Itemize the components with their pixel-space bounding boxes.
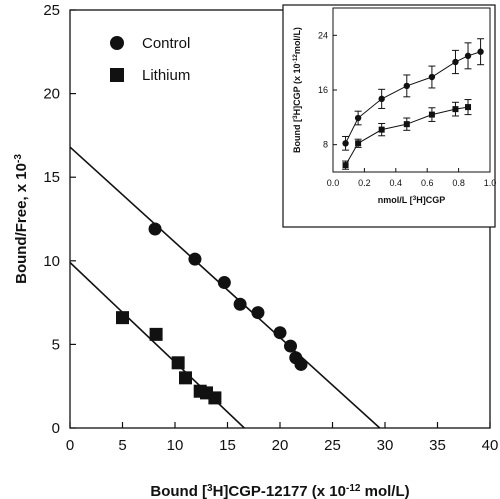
x-tick-label: 35 <box>429 437 446 454</box>
inset-x-tick-label: 0.0 <box>327 178 340 188</box>
inset-y-tick-label: 24 <box>318 30 328 40</box>
x-tick-label: 30 <box>377 437 394 454</box>
inset-y-tick-label: 8 <box>323 140 328 150</box>
x-axis-title: Bound [3H]CGP-12177 (x 10-12 mol/L) <box>150 483 409 499</box>
control-point <box>273 326 287 340</box>
lithium-point <box>171 356 185 370</box>
inset-x-tick-label: 0.6 <box>421 178 434 188</box>
x-tick-label: 15 <box>219 437 236 454</box>
inset-lithium-point <box>403 121 410 128</box>
x-tick-label: 5 <box>118 437 126 454</box>
inset-lithium-point <box>465 104 472 111</box>
inset-lithium-point <box>378 126 385 133</box>
x-tick-label: 10 <box>167 437 184 454</box>
y-tick-label: 10 <box>43 253 60 270</box>
inset-x-axis-title: nmol/L [3H]CGP <box>378 195 445 206</box>
control-point <box>294 357 308 371</box>
control-legend-marker <box>110 36 124 50</box>
control-point <box>284 339 297 353</box>
inset-control-point <box>354 114 362 122</box>
inset-y-tick-label: 16 <box>318 85 328 95</box>
inset-control-point <box>342 140 349 147</box>
y-tick-label: 15 <box>43 169 60 186</box>
main-chart: 0 5 10 15 20 25 30 35 40 0 5 10 15 20 25 Bound [3H]CGP-… <box>13 2 499 499</box>
inset-control-point <box>464 52 472 60</box>
inset-lithium-point <box>452 106 459 113</box>
lithium-point <box>179 371 192 385</box>
inset-chart: 0.0 0.2 0.4 0.6 0.8 1.0 8 16 24 nmol/L [3H]CGP Bou… <box>282 4 497 228</box>
inset-lithium-point <box>355 140 362 147</box>
inset-box <box>282 4 496 228</box>
control-legend-label: Control <box>142 35 190 52</box>
inset-control-point <box>378 95 385 103</box>
inset-control-point <box>452 58 459 66</box>
inset-x-tick-label: 0.2 <box>358 178 371 188</box>
inset-y-axis-title: Bound [3H]CGP (x 10-12mol/L) <box>292 27 303 153</box>
lithium-point <box>149 327 163 341</box>
y-tick-label: 5 <box>52 336 60 353</box>
control-point <box>251 306 265 320</box>
inset-control-point <box>403 82 410 90</box>
control-point <box>217 276 231 290</box>
inset-x-tick-label: 0.8 <box>452 178 465 188</box>
control-point <box>148 222 162 236</box>
inset-control-point <box>477 48 484 55</box>
inset-control-point <box>428 73 436 81</box>
x-tick-label: 0 <box>66 437 74 454</box>
lithium-point <box>208 391 222 405</box>
control-point <box>188 252 202 266</box>
lithium-legend-marker <box>110 68 124 82</box>
inset-x-tick-label: 1.0 <box>484 178 497 188</box>
inset-lithium-point <box>342 162 349 169</box>
y-tick-label: 0 <box>52 420 60 437</box>
y-tick-label: 20 <box>43 86 60 103</box>
x-tick-label: 20 <box>272 437 289 454</box>
control-point <box>233 297 247 311</box>
inset-lithium-point <box>428 111 435 118</box>
x-tick-label: 25 <box>324 437 341 454</box>
lithium-legend-label: Lithium <box>142 67 190 84</box>
y-axis-title: Bound/Free, x 10-3 <box>13 154 31 284</box>
x-tick-label: 40 <box>482 437 499 454</box>
lithium-point <box>116 311 129 325</box>
inset-x-tick-label: 0.4 <box>390 178 403 188</box>
y-tick-label: 25 <box>43 2 60 19</box>
